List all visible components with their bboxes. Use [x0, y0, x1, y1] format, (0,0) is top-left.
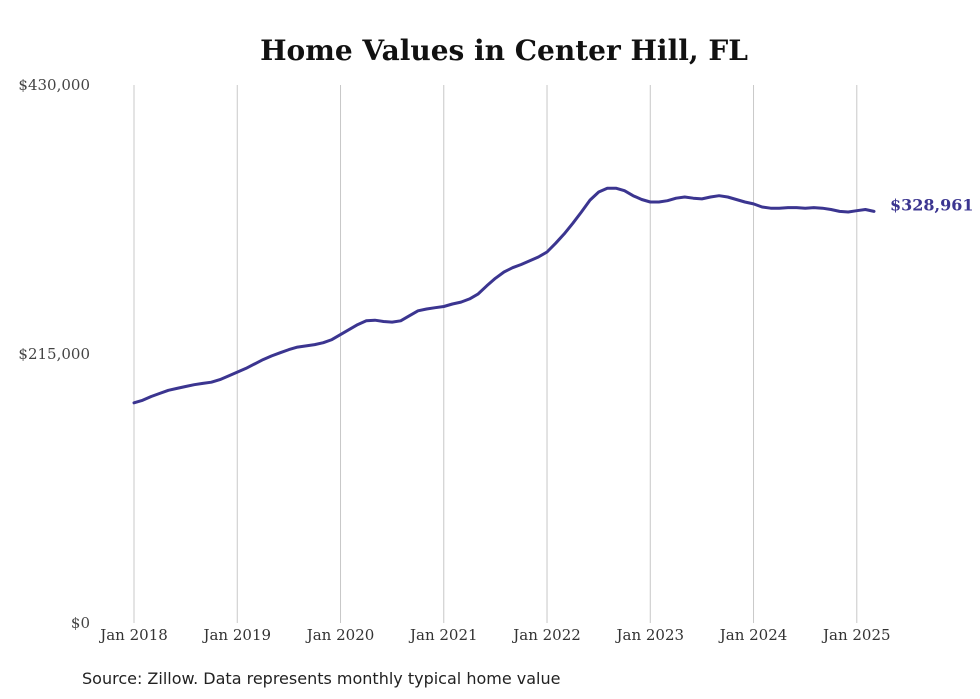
- x-tick-label: Jan 2023: [614, 626, 684, 644]
- y-tick-label: $215,000: [18, 345, 90, 363]
- x-tick-label: Jan 2020: [305, 626, 375, 644]
- series-line-home-value: [132, 186, 876, 405]
- source-note: Source: Zillow. Data represents monthly …: [82, 669, 560, 688]
- x-tick-label: Jan 2025: [821, 626, 891, 644]
- x-axis-ticks: Jan 2018 Jan 2019 Jan 2020 Jan 2021 Jan 2022…: [98, 626, 890, 644]
- y-axis-ticks: $0 $215,000 $430,000: [18, 76, 90, 632]
- x-tick-label: Jan 2019: [201, 626, 271, 644]
- end-value-label: $328,961: [890, 195, 974, 214]
- x-tick-label: Jan 2018: [98, 626, 168, 644]
- x-tick-label: Jan 2021: [408, 626, 478, 644]
- x-tick-label: Jan 2024: [718, 626, 788, 644]
- y-tick-label: $430,000: [18, 76, 90, 94]
- x-tick-label: Jan 2022: [511, 626, 581, 644]
- y-tick-label: $0: [71, 614, 90, 632]
- grid-layer: [133, 85, 858, 623]
- chart-title: Home Values in Center Hill, FL: [260, 34, 748, 67]
